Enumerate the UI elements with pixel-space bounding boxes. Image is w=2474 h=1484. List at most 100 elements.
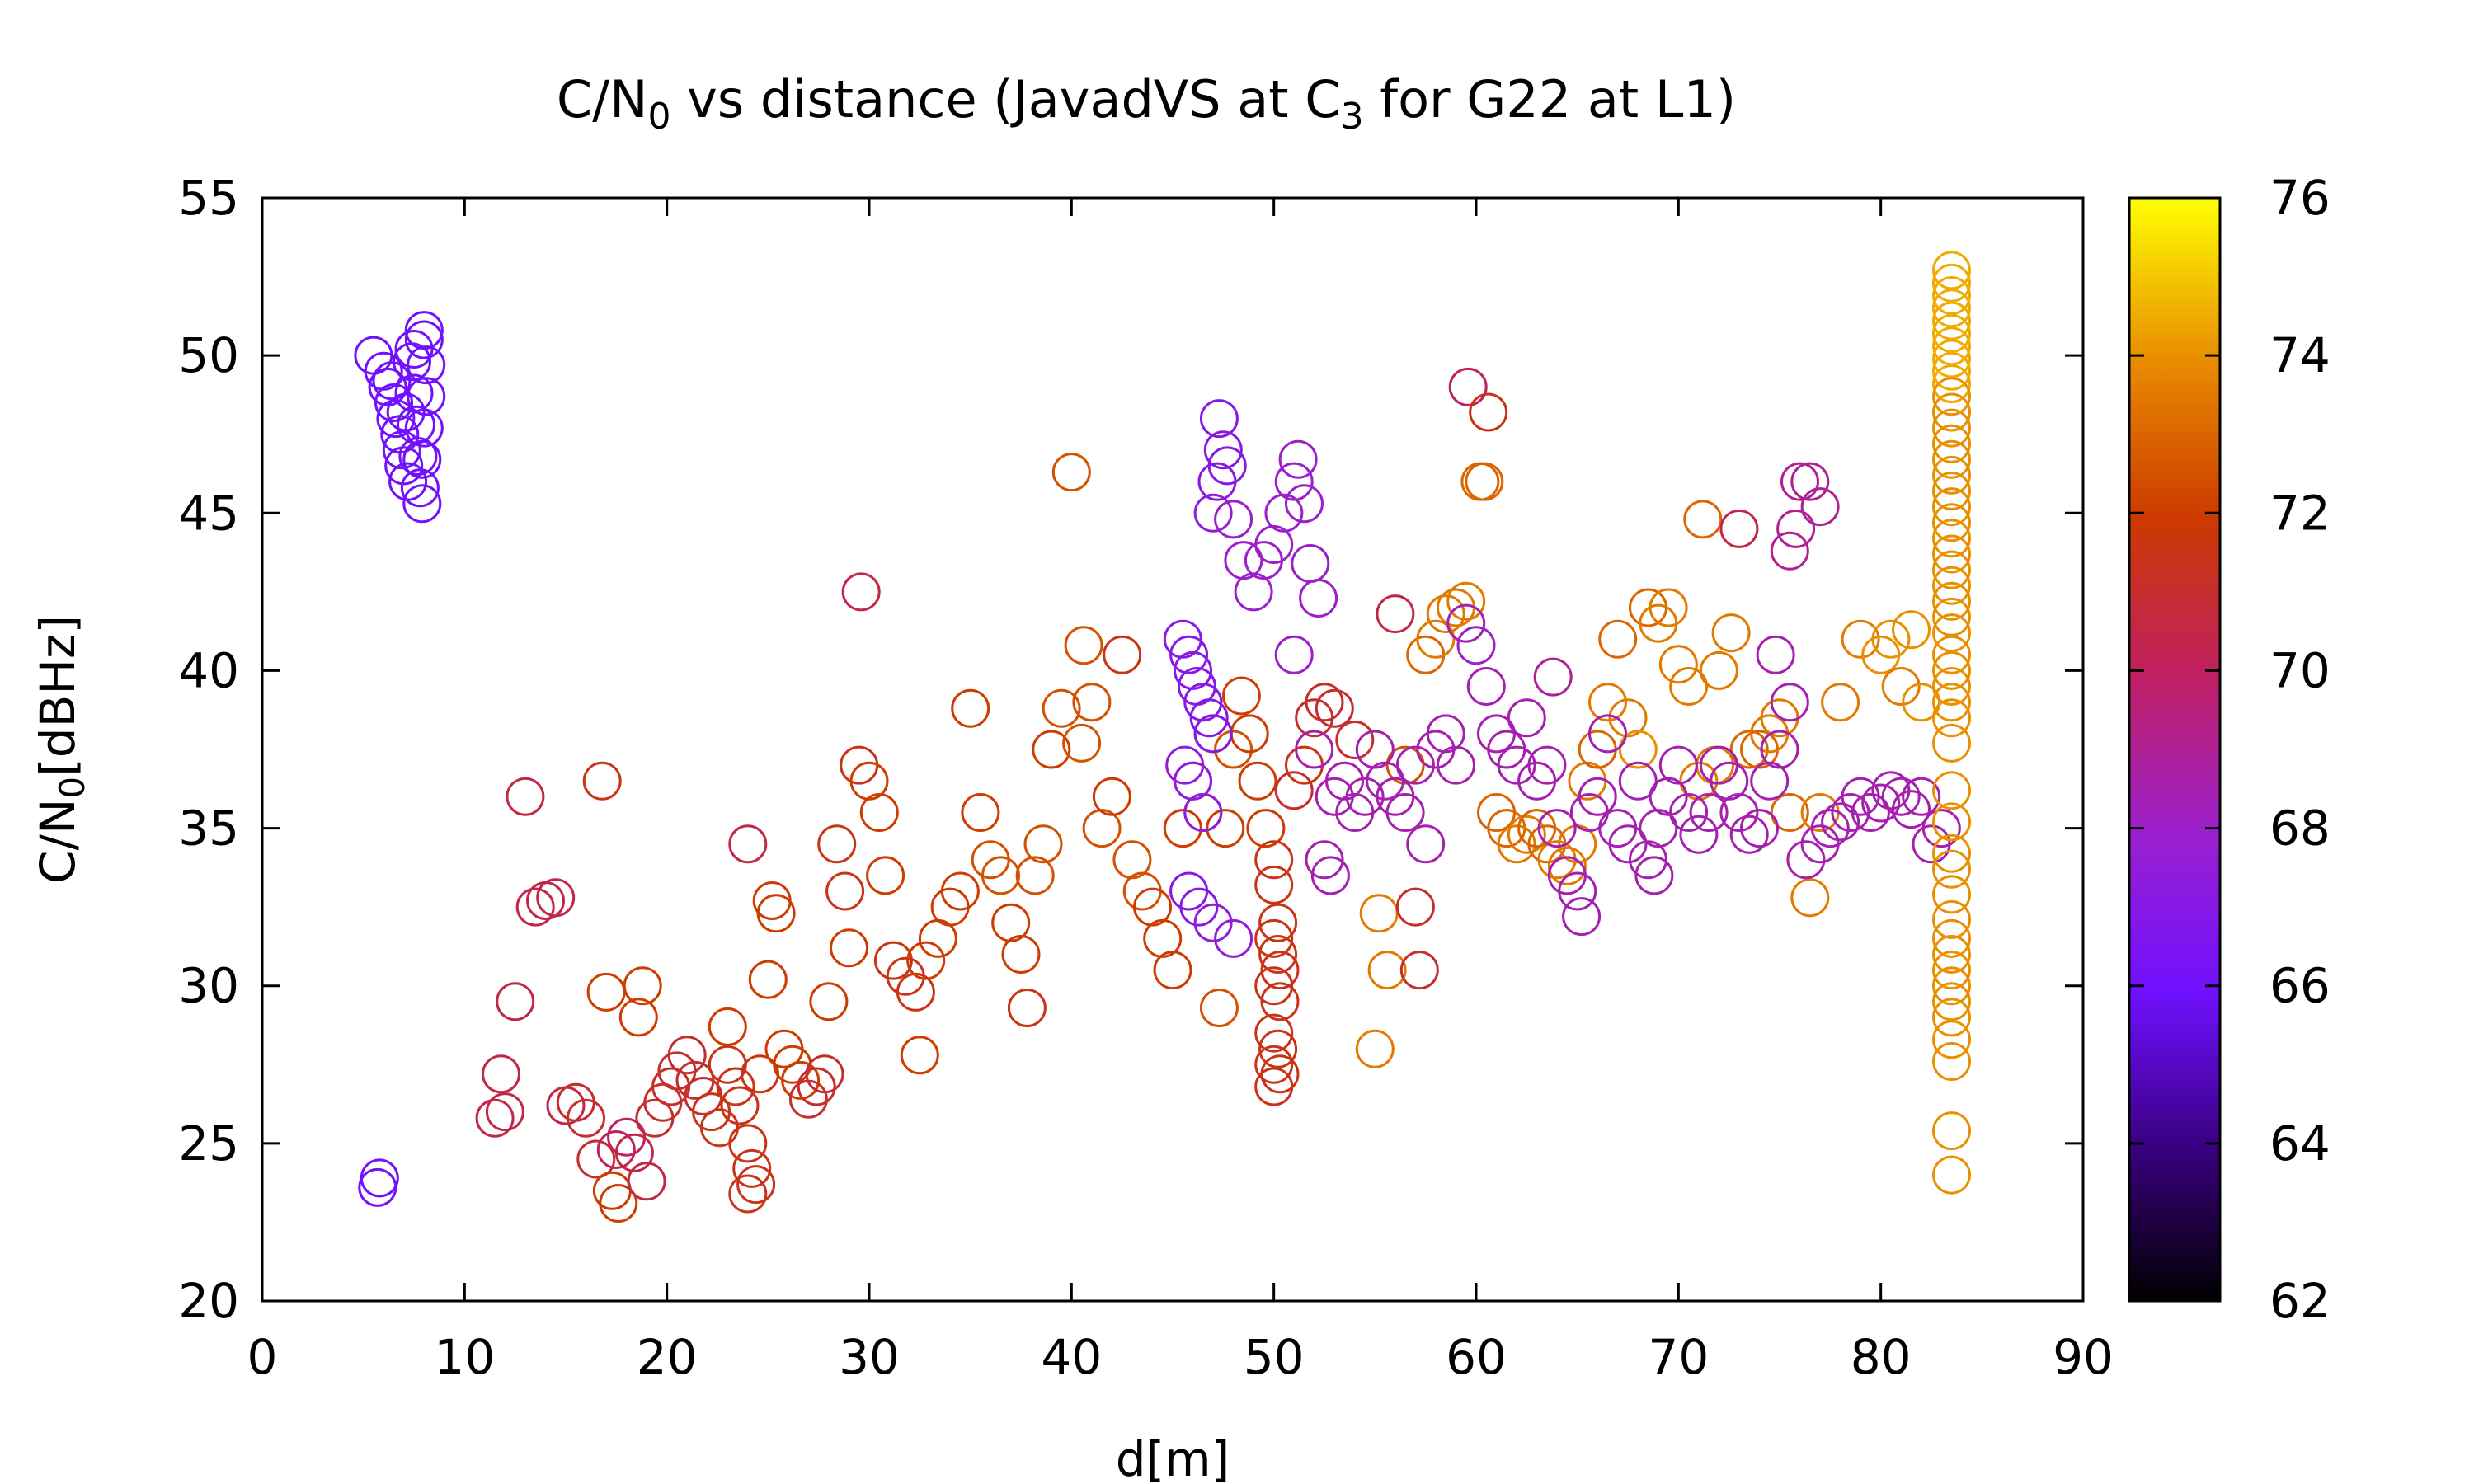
data-point — [1696, 745, 1734, 785]
data-point — [1254, 918, 1294, 958]
data-point — [475, 1098, 515, 1138]
data-point — [1740, 809, 1779, 848]
data-point — [667, 1036, 707, 1075]
data-point — [1800, 487, 1840, 527]
data-point — [866, 856, 905, 895]
data-point — [1770, 683, 1809, 722]
data-point — [1932, 1020, 1971, 1059]
data-point — [1770, 793, 1809, 832]
data-point — [1932, 472, 1971, 510]
data-point — [1932, 581, 1971, 621]
data-point — [1197, 462, 1237, 501]
data-point — [1669, 667, 1709, 706]
data-point — [582, 761, 622, 801]
data-point — [404, 320, 444, 359]
data-point — [1719, 793, 1759, 832]
data-point — [1932, 849, 1971, 889]
data-point — [1254, 525, 1294, 564]
data-point — [1001, 935, 1041, 974]
x-tick-label: 0 — [247, 1329, 278, 1385]
data-point — [1305, 840, 1344, 880]
data-point — [1260, 951, 1300, 990]
data-point — [1932, 364, 1971, 403]
data-point — [1932, 667, 1971, 706]
data-point — [1618, 730, 1658, 769]
data-point — [1932, 966, 1971, 1006]
data-point — [1258, 935, 1298, 974]
plot-frame — [261, 196, 2085, 1303]
colorbar-tick-label: 76 — [2269, 170, 2331, 226]
data-point — [1174, 761, 1212, 801]
data-point — [732, 1148, 772, 1188]
data-point — [1756, 635, 1795, 674]
data-point — [1254, 966, 1294, 1006]
data-point — [1932, 875, 1971, 914]
data-point — [1932, 918, 1971, 958]
data-point — [1295, 730, 1334, 769]
data-point — [1932, 998, 1971, 1037]
data-point — [576, 1139, 616, 1179]
data-point — [1932, 263, 1971, 303]
data-point — [1776, 509, 1816, 548]
y-tick-label: 50 — [178, 327, 239, 383]
data-point — [506, 777, 545, 816]
data-point — [374, 383, 413, 422]
data-point — [1456, 626, 1496, 665]
data-point — [1143, 918, 1183, 958]
data-point — [1932, 313, 1971, 353]
data-point — [1871, 619, 1911, 659]
data-point — [402, 484, 442, 524]
data-point — [1214, 918, 1253, 958]
data-point — [1729, 815, 1769, 854]
data-point — [1679, 761, 1719, 801]
data-point — [1618, 761, 1658, 801]
data-point — [404, 311, 444, 350]
data-point — [716, 1067, 755, 1106]
data-point — [1932, 550, 1971, 589]
y-axis-title: C/N0[dBHz] — [30, 615, 92, 884]
data-point — [991, 903, 1031, 942]
data-point — [748, 960, 788, 999]
data-point — [1932, 723, 1971, 763]
data-point — [1932, 899, 1971, 939]
data-point — [1821, 683, 1860, 722]
data-point — [627, 1162, 666, 1201]
data-point — [1199, 399, 1239, 439]
data-point — [1285, 484, 1324, 524]
data-point — [873, 941, 913, 980]
data-point — [728, 1174, 768, 1214]
data-point — [1932, 613, 1971, 653]
data-point — [1719, 509, 1759, 548]
data-point — [1015, 856, 1055, 895]
colorbar-tick-label: 68 — [2269, 801, 2331, 857]
data-point — [1932, 1111, 1971, 1151]
data-point — [407, 377, 446, 416]
data-point — [1547, 846, 1587, 885]
colorbar-tick-label: 64 — [2269, 1115, 2331, 1172]
data-point — [402, 439, 442, 479]
data-point — [830, 928, 868, 968]
data-point — [1163, 809, 1202, 848]
data-point — [1214, 500, 1253, 539]
data-point — [1932, 251, 1971, 290]
data-point — [1892, 790, 1931, 829]
data-point — [1224, 541, 1263, 580]
data-point — [1246, 809, 1286, 848]
data-point — [1299, 579, 1338, 618]
data-point — [1770, 531, 1809, 571]
data-point — [1699, 650, 1738, 690]
data-point — [1133, 887, 1172, 927]
data-point — [1254, 840, 1294, 880]
data-point — [1932, 377, 1971, 416]
data-point — [407, 345, 446, 385]
data-point — [1007, 989, 1047, 1027]
data-point — [485, 1092, 524, 1132]
data-point — [614, 1133, 654, 1172]
data-point — [567, 1098, 605, 1138]
data-point — [1932, 424, 1971, 463]
data-point — [788, 1079, 828, 1119]
data-point — [515, 887, 555, 927]
data-point — [809, 982, 849, 1021]
data-point — [797, 1067, 836, 1106]
data-point — [1032, 730, 1071, 769]
